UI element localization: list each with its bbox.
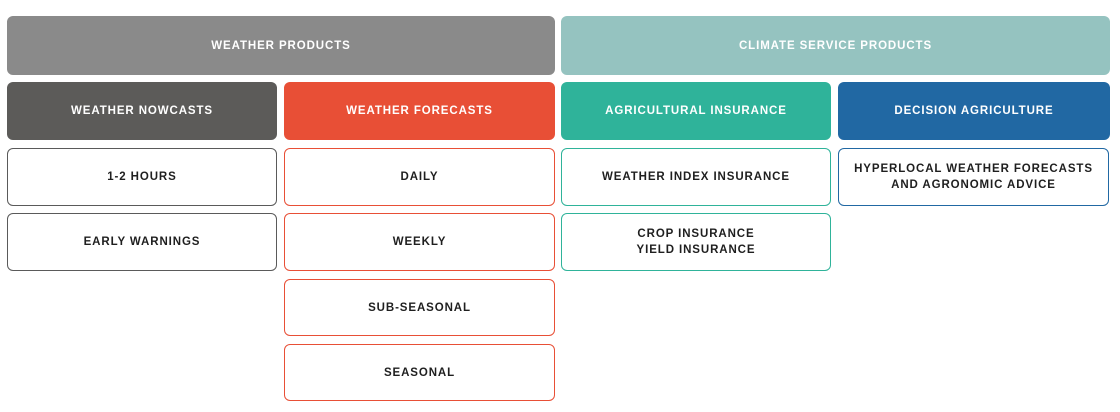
weather-products-category: WEATHER PRODUCTS bbox=[7, 16, 555, 75]
climate-service-products-category: CLIMATE SERVICE PRODUCTS bbox=[561, 16, 1110, 75]
forecast-item-sub-seasonal: SUB-SEASONAL bbox=[284, 279, 555, 336]
forecast-item-weekly: WEEKLY bbox=[284, 213, 555, 271]
decision-item-hyperlocal-advice: HYPERLOCAL WEATHER FORECASTS AND AGRONOM… bbox=[838, 148, 1109, 206]
forecast-item-daily: DAILY bbox=[284, 148, 555, 206]
insurance-item-weather-index: WEATHER INDEX INSURANCE bbox=[561, 148, 831, 206]
forecast-item-seasonal: SEASONAL bbox=[284, 344, 555, 401]
decision-agriculture-header: DECISION AGRICULTURE bbox=[838, 82, 1110, 140]
agricultural-insurance-header: AGRICULTURAL INSURANCE bbox=[561, 82, 831, 140]
weather-forecasts-header: WEATHER FORECASTS bbox=[284, 82, 555, 140]
nowcast-item-early-warnings: EARLY WARNINGS bbox=[7, 213, 277, 271]
insurance-item-crop-yield: CROP INSURANCE YIELD INSURANCE bbox=[561, 213, 831, 271]
nowcast-item-1-2-hours: 1-2 HOURS bbox=[7, 148, 277, 206]
weather-nowcasts-header: WEATHER NOWCASTS bbox=[7, 82, 277, 140]
